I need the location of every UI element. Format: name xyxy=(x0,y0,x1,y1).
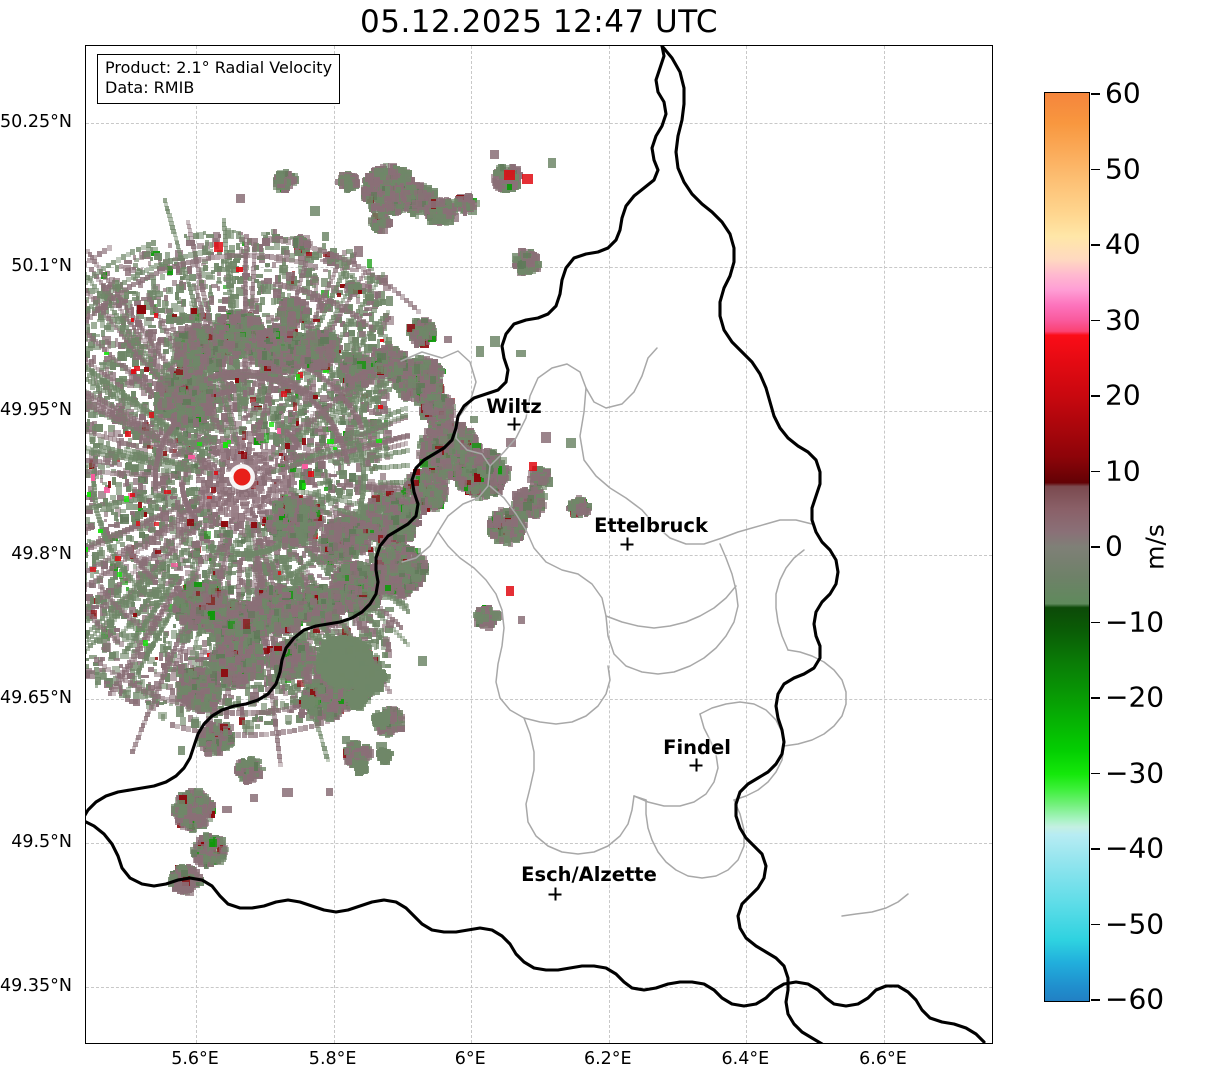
y-axis-tick-label: 49.95°N xyxy=(0,400,72,420)
x-axis-tick-label: 6.6°E xyxy=(859,1049,907,1069)
radar-echo-cell xyxy=(179,654,184,663)
x-axis-tick-label: 6°E xyxy=(455,1049,486,1069)
grid-line-horizontal xyxy=(86,122,992,125)
radar-echo-cell xyxy=(86,571,87,581)
grid-line-vertical xyxy=(608,46,611,1043)
grid-line-horizontal xyxy=(86,555,992,557)
radar-echo-cell xyxy=(252,527,259,534)
map-plot-area[interactable]: Wiltz Ettelbruck Findel Esch/Alzette Produc… xyxy=(85,45,993,1044)
radar-echo-cell xyxy=(160,455,164,461)
y-axis-tick-label: 50.25°N xyxy=(0,112,72,132)
radar-echo-cell xyxy=(385,663,391,668)
x-axis-tick-label: 6.4°E xyxy=(722,1049,770,1069)
grid-line-horizontal xyxy=(86,699,992,701)
radar-echo-cell xyxy=(108,432,116,438)
radar-echo-cell xyxy=(170,303,178,312)
radar-echo-cell xyxy=(162,581,171,586)
radar-echo-cell xyxy=(166,543,176,552)
radar-echo-cell xyxy=(108,341,117,349)
grid-line-vertical xyxy=(883,46,886,1043)
radar-echo-cell xyxy=(169,550,176,557)
radar-echo-cell xyxy=(381,623,387,632)
grid-line-horizontal xyxy=(86,987,992,989)
y-axis-tick-label: 49.35°N xyxy=(0,976,72,996)
radar-echo-cell xyxy=(282,691,288,697)
x-axis-tick-label: 5.6°E xyxy=(171,1049,219,1069)
x-axis-tick-label: 6.2°E xyxy=(584,1049,632,1069)
radar-echo-cell xyxy=(283,392,290,402)
radar-echo-cell xyxy=(350,268,359,273)
page-title: 05.12.2025 12:47 UTC xyxy=(85,4,993,40)
grid-line-vertical xyxy=(471,46,473,1043)
radar-echo-cell xyxy=(270,298,277,305)
radar-echo-cell xyxy=(195,562,200,566)
y-axis-tick-label: 49.65°N xyxy=(0,688,72,708)
y-axis-tick-label: 49.5°N xyxy=(0,832,72,852)
radar-echo-cell xyxy=(296,689,306,693)
radar-echo-cell xyxy=(123,402,132,410)
radar-echo-cell xyxy=(202,546,207,551)
radar-echo-cell xyxy=(331,378,339,386)
grid-line-horizontal xyxy=(86,411,992,413)
radar-echo-cell xyxy=(368,548,374,556)
radar-echo-cell xyxy=(241,504,249,509)
grid-line-vertical xyxy=(746,46,748,1043)
radar-echo-cell xyxy=(162,319,167,324)
grid-line-horizontal xyxy=(86,843,992,845)
radar-echo-cell xyxy=(167,604,177,612)
y-axis-tick-label: 50.1°N xyxy=(0,256,72,276)
y-axis-tick-label: 49.8°N xyxy=(0,544,72,564)
radar-echo-cell xyxy=(186,235,190,242)
radar-echo-cell xyxy=(115,507,121,517)
x-axis-tick-label: 5.8°E xyxy=(309,1049,357,1069)
